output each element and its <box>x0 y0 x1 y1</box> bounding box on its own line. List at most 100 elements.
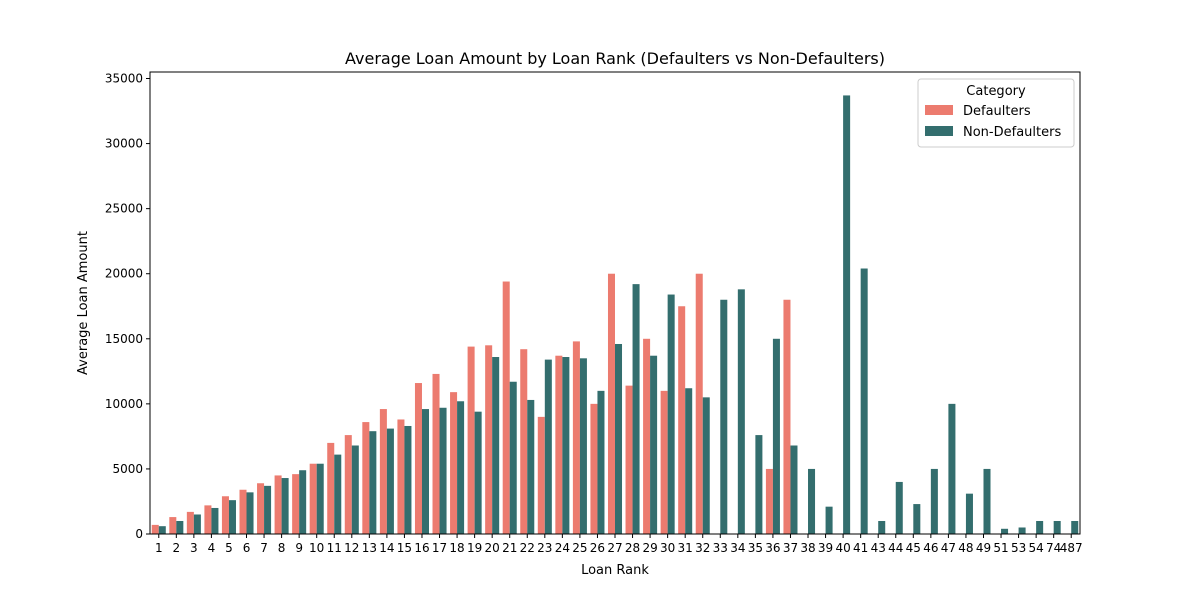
x-tick-label: 23 <box>537 541 552 555</box>
x-tick-label: 30 <box>660 541 675 555</box>
bar-defaulters-19 <box>467 346 475 534</box>
x-tick-label: 3 <box>190 541 198 555</box>
bar-non-defaulters-30 <box>667 294 675 534</box>
x-tick-label: 53 <box>1011 541 1026 555</box>
bar-non-defaulters-27 <box>615 343 623 534</box>
x-tick-label: 12 <box>344 541 359 555</box>
x-tick-label: 11 <box>327 541 342 555</box>
x-tick-label: 13 <box>362 541 377 555</box>
x-tick-label: 14 <box>379 541 394 555</box>
x-tick-label: 19 <box>467 541 482 555</box>
bar-defaulters-17 <box>432 373 440 534</box>
bar-defaulters-11 <box>327 442 335 534</box>
bar-defaulters-1 <box>151 524 159 534</box>
bar-non-defaulters-46 <box>930 468 938 534</box>
x-tick-label: 37 <box>783 541 798 555</box>
x-tick-label: 47 <box>941 541 956 555</box>
bar-non-defaulters-22 <box>527 399 535 534</box>
bar-non-defaulters-32 <box>702 397 710 534</box>
legend-swatch-defaulters <box>925 105 953 115</box>
bar-defaulters-36 <box>765 468 773 534</box>
x-tick-label: 45 <box>906 541 921 555</box>
bar-non-defaulters-48 <box>965 493 973 534</box>
x-tick-label: 28 <box>625 541 640 555</box>
bar-defaulters-5 <box>221 496 229 534</box>
bar-non-defaulters-23 <box>544 359 552 534</box>
x-tick-label: 74 <box>1046 541 1061 555</box>
bar-defaulters-7 <box>257 483 265 534</box>
x-tick-label: 21 <box>502 541 517 555</box>
x-tick-label: 48 <box>958 541 973 555</box>
bar-non-defaulters-54 <box>1036 520 1044 534</box>
bar-non-defaulters-45 <box>913 504 921 534</box>
bar-non-defaulters-6 <box>246 492 254 534</box>
legend-label-defaulters: Defaulters <box>963 104 1031 119</box>
y-tick-label: 10000 <box>105 397 143 411</box>
bar-non-defaulters-10 <box>316 463 324 534</box>
bar-non-defaulters-8 <box>281 478 289 534</box>
bar-non-defaulters-39 <box>825 506 833 534</box>
bar-defaulters-28 <box>625 385 633 534</box>
bar-defaulters-24 <box>555 355 563 534</box>
bar-non-defaulters-44 <box>895 481 903 534</box>
x-tick-label: 5 <box>225 541 233 555</box>
bar-defaulters-6 <box>239 489 247 534</box>
bar-non-defaulters-1 <box>158 526 166 534</box>
y-tick-label: 15000 <box>105 332 143 346</box>
x-tick-label: 15 <box>397 541 412 555</box>
bar-defaulters-10 <box>309 463 317 534</box>
bar-defaulters-3 <box>186 511 194 534</box>
bar-defaulters-20 <box>485 345 493 534</box>
bar-non-defaulters-16 <box>421 409 429 534</box>
y-tick-label: 30000 <box>105 137 143 151</box>
legend: Category Defaulters Non-Defaulters <box>917 78 1075 148</box>
x-tick-label: 8 <box>278 541 286 555</box>
bar-non-defaulters-19 <box>474 411 482 534</box>
x-tick-label: 16 <box>414 541 429 555</box>
y-tick-label: 0 <box>135 527 143 541</box>
bar-defaulters-31 <box>678 306 686 534</box>
bar-non-defaulters-29 <box>650 355 658 534</box>
bar-non-defaulters-25 <box>579 358 587 534</box>
x-tick-label: 487 <box>1060 541 1083 555</box>
x-tick-label: 34 <box>730 541 745 555</box>
bar-non-defaulters-7 <box>264 485 272 534</box>
x-tick-label: 33 <box>713 541 728 555</box>
x-tick-label: 54 <box>1028 541 1043 555</box>
y-tick-label: 35000 <box>105 72 143 86</box>
bar-defaulters-26 <box>590 403 598 534</box>
x-tick-label: 40 <box>835 541 850 555</box>
bar-defaulters-18 <box>450 392 458 534</box>
bar-non-defaulters-3 <box>193 514 201 534</box>
x-tick-label: 6 <box>243 541 251 555</box>
bar-non-defaulters-28 <box>632 284 640 534</box>
bar-defaulters-32 <box>695 273 703 534</box>
x-tick-label: 4 <box>208 541 216 555</box>
bar-non-defaulters-14 <box>386 428 394 534</box>
bar-defaulters-22 <box>520 349 528 534</box>
bar-non-defaulters-15 <box>404 425 412 534</box>
bar-defaulters-8 <box>274 475 282 534</box>
x-tick-label: 36 <box>765 541 780 555</box>
x-tick-label: 27 <box>607 541 622 555</box>
bar-non-defaulters-11 <box>334 454 342 534</box>
x-tick-label: 1 <box>155 541 163 555</box>
x-tick-label: 35 <box>748 541 763 555</box>
chart-title: Average Loan Amount by Loan Rank (Defaul… <box>345 49 885 68</box>
x-tick-label: 39 <box>818 541 833 555</box>
bar-non-defaulters-53 <box>1018 527 1026 534</box>
y-tick-label: 25000 <box>105 202 143 216</box>
legend-swatch-non-defaulters <box>925 126 953 136</box>
bar-defaulters-30 <box>660 390 668 534</box>
x-tick-label: 2 <box>173 541 181 555</box>
x-tick-label: 44 <box>888 541 903 555</box>
x-tick-label: 49 <box>976 541 991 555</box>
bar-defaulters-25 <box>572 341 580 534</box>
x-tick-label: 38 <box>800 541 815 555</box>
bar-defaulters-13 <box>362 422 370 534</box>
y-tick-label: 20000 <box>105 267 143 281</box>
bar-defaulters-37 <box>783 299 791 534</box>
bar-non-defaulters-49 <box>983 468 991 534</box>
bar-defaulters-16 <box>414 383 422 534</box>
